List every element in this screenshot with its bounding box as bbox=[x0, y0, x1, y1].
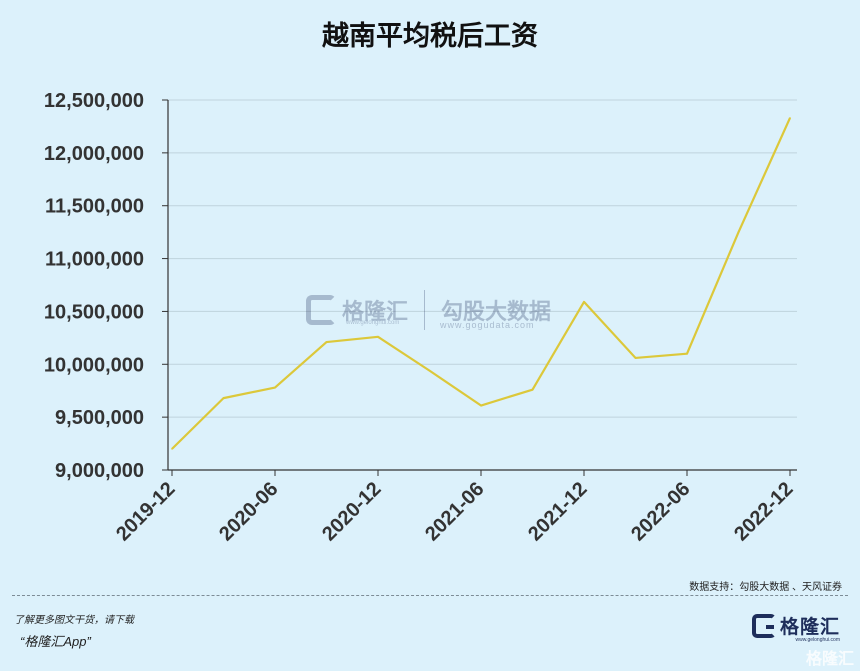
x-tick-label: 2019-12 bbox=[112, 478, 179, 545]
data-point bbox=[686, 352, 688, 355]
source-note: 数据支持：勾股大数据 、天风证券 bbox=[689, 582, 842, 593]
corner-watermark: 格隆汇 bbox=[805, 651, 854, 668]
data-point bbox=[789, 117, 791, 119]
watermark-data-brand: 勾股大数据 bbox=[441, 299, 552, 324]
grid-lines bbox=[168, 99, 797, 418]
watermark-brand-url: www.gelonghui.com bbox=[346, 320, 400, 326]
footer-logo: 格隆汇 bbox=[751, 612, 840, 639]
gelonghui-logo-icon bbox=[751, 613, 776, 638]
center-watermark: 格隆汇 www.gelonghui.com 勾股大数据 www.gogudata… bbox=[306, 290, 551, 330]
y-tick-label: 10,500,000 bbox=[44, 301, 144, 323]
data-point bbox=[634, 357, 637, 359]
watermark-data-url: www.gogudata.com bbox=[440, 320, 535, 330]
y-tick-label: 10,000,000 bbox=[44, 354, 144, 376]
data-point bbox=[737, 231, 740, 233]
chart-title: 越南平均税后工资 bbox=[322, 21, 538, 51]
x-tick-label: 2021-12 bbox=[524, 478, 591, 545]
data-point bbox=[377, 336, 379, 338]
x-tick-label: 2020-12 bbox=[318, 478, 385, 545]
gelonghui-logo-icon bbox=[306, 295, 336, 325]
data-point bbox=[583, 301, 585, 303]
data-point bbox=[325, 341, 328, 343]
watermark-separator bbox=[424, 290, 426, 330]
series-lines bbox=[171, 117, 792, 450]
data-point bbox=[171, 448, 173, 450]
series-line bbox=[171, 117, 792, 450]
y-tick-label: 9,000,000 bbox=[55, 460, 144, 482]
axes bbox=[162, 99, 797, 476]
footer-logo-url: www.gelonghui.com bbox=[795, 637, 840, 643]
footer-app-name: “格隆汇App” bbox=[20, 634, 91, 649]
watermark-brand: 格隆汇 bbox=[342, 299, 409, 324]
data-point bbox=[531, 388, 534, 391]
x-tick-label: 2020-06 bbox=[215, 478, 282, 545]
x-tick-labels: 2019-12 2020-06 2020-12 2021-06 2021-12 2022-… bbox=[112, 478, 797, 545]
x-tick-label: 2022-06 bbox=[627, 478, 694, 545]
footer-logo-name: 格隆汇 bbox=[779, 617, 840, 638]
data-point bbox=[480, 404, 482, 407]
footer-download-text: 了解更多图文干货，请下载 bbox=[14, 615, 134, 626]
footer-divider bbox=[12, 595, 848, 596]
data-point bbox=[222, 397, 225, 399]
x-tick-label: 2022-12 bbox=[730, 478, 797, 545]
y-tick-label: 12,000,000 bbox=[44, 143, 144, 165]
y-tick-labels: 9,000,000 9,500,000 10,000,000 10,500,000 11… bbox=[44, 90, 144, 482]
y-tick-label: 9,500,000 bbox=[55, 407, 144, 429]
data-point bbox=[428, 369, 431, 372]
y-tick-label: 11,500,000 bbox=[45, 196, 144, 218]
x-tick-label: 2021-06 bbox=[421, 478, 488, 545]
y-tick-label: 12,500,000 bbox=[44, 90, 144, 112]
data-point bbox=[274, 386, 276, 389]
y-tick-label: 11,000,000 bbox=[45, 249, 144, 271]
